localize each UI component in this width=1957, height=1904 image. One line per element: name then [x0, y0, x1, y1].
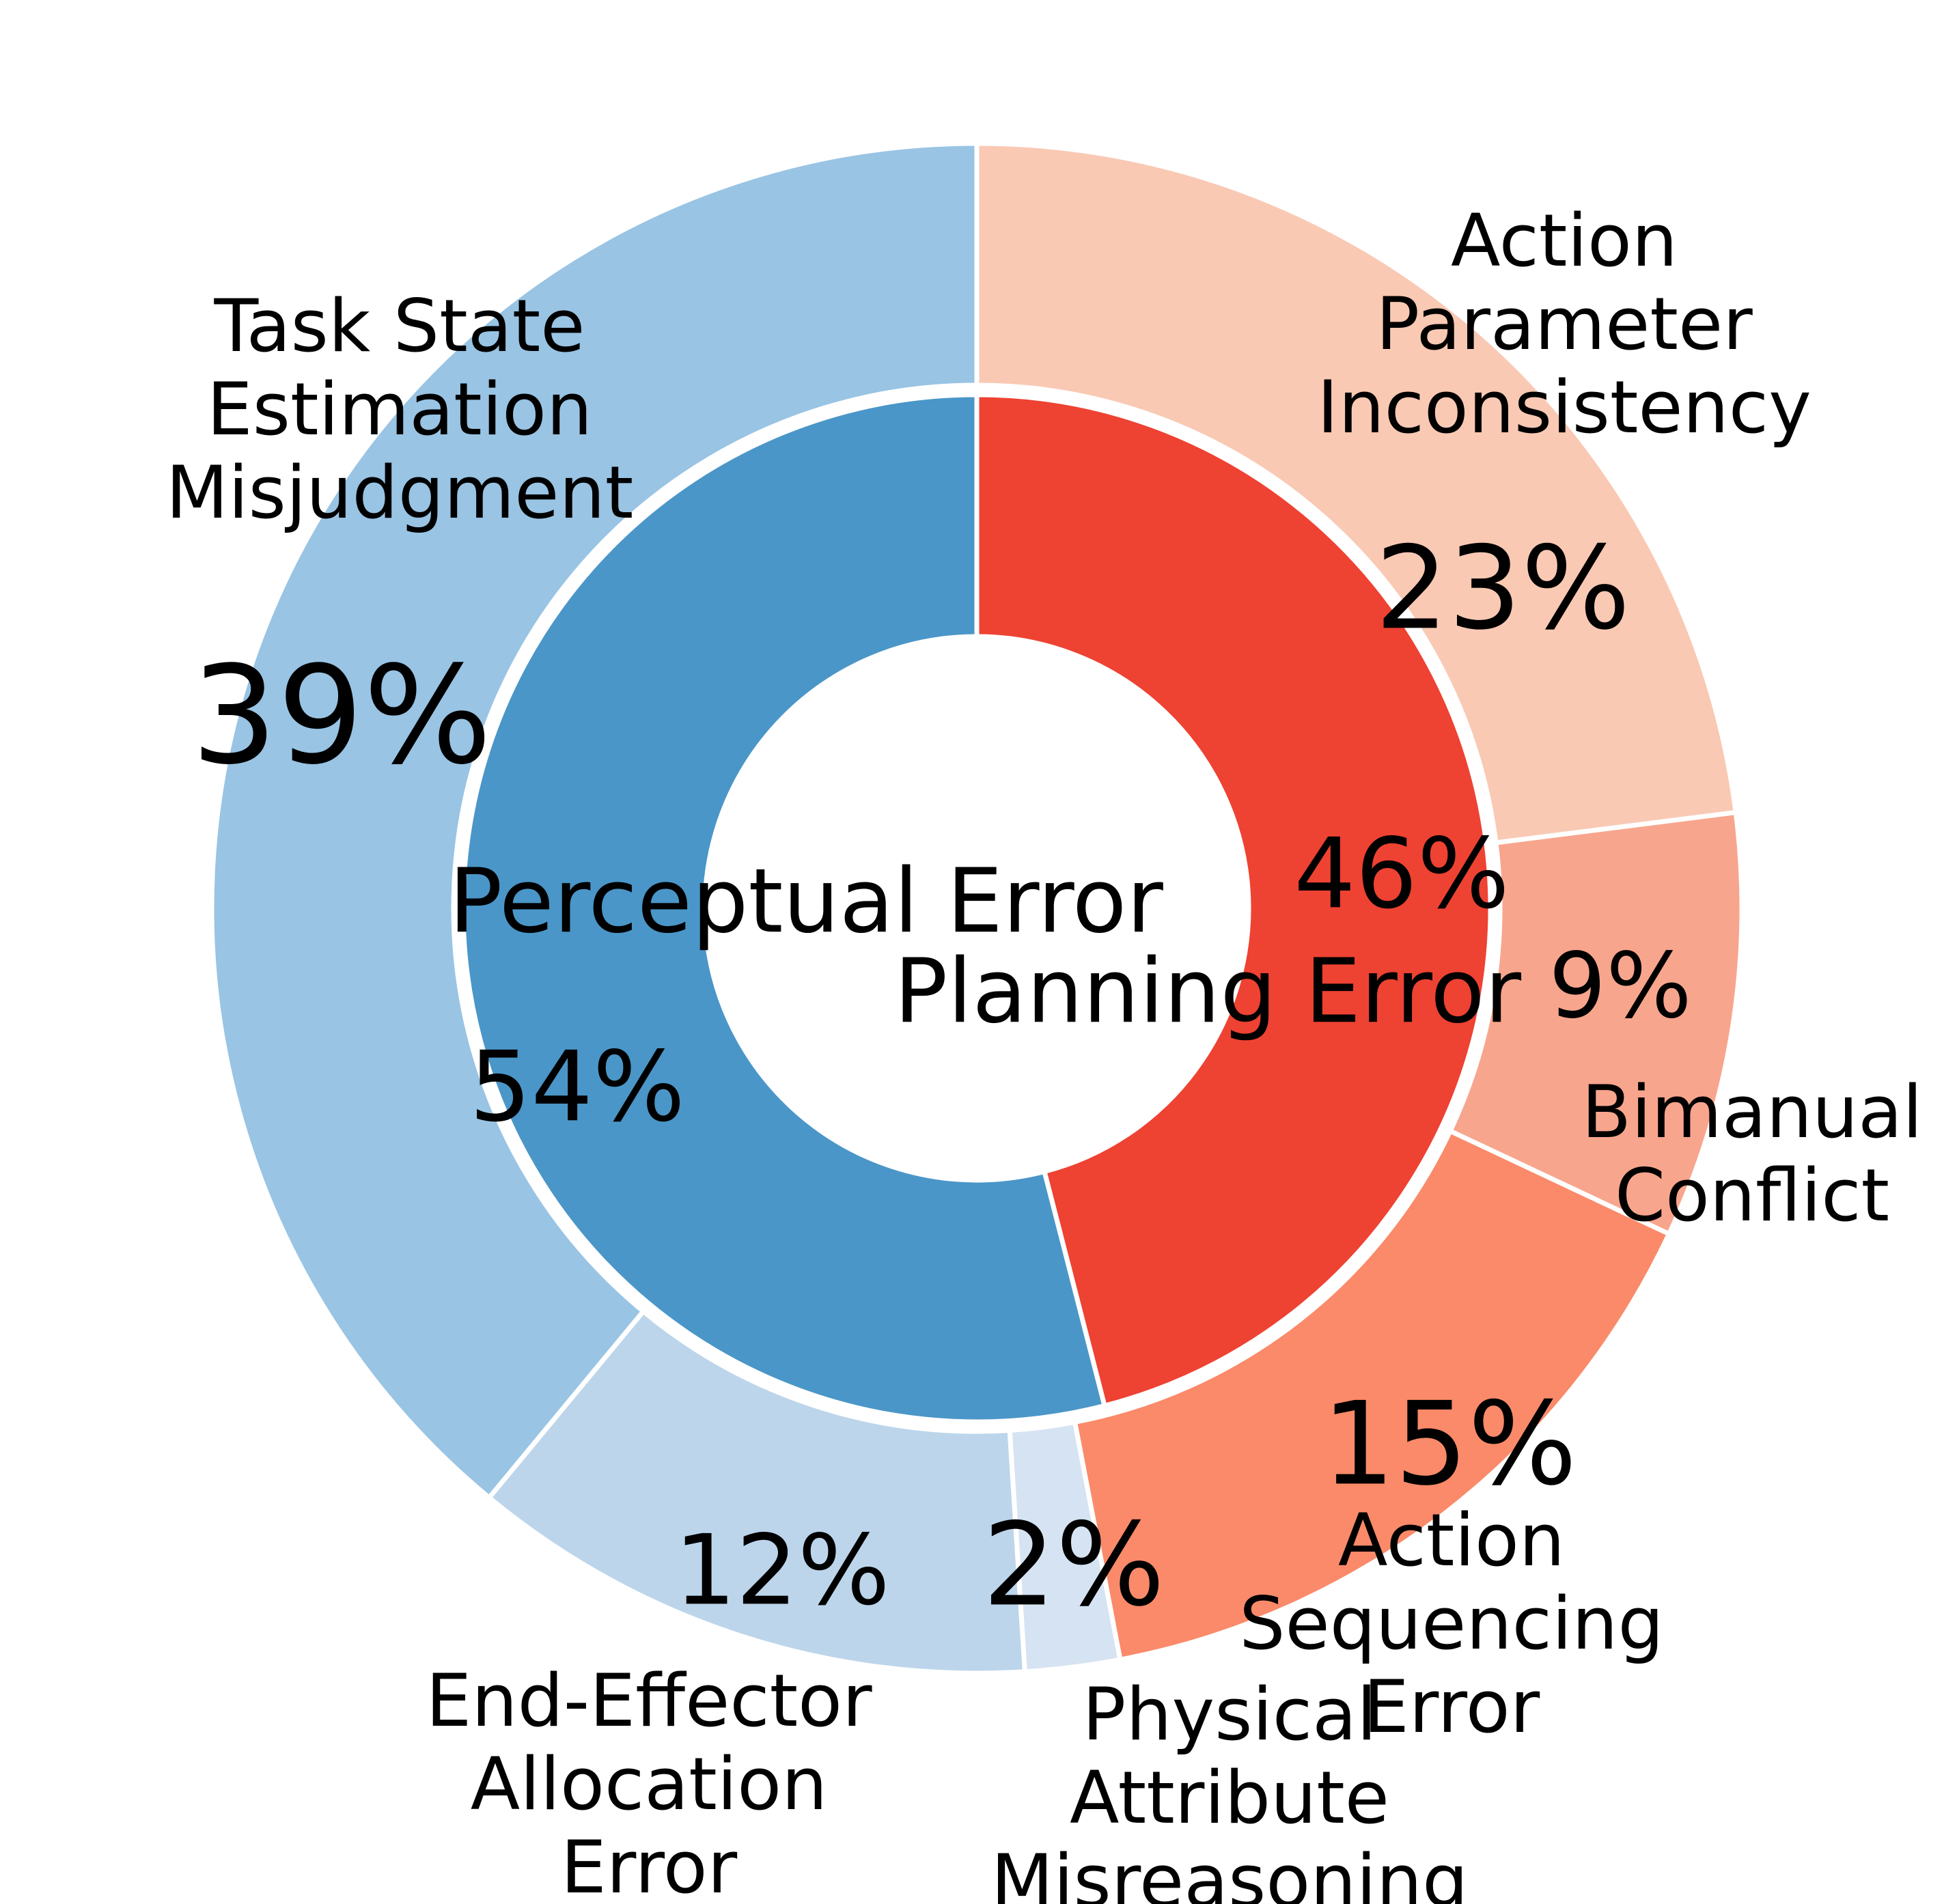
- segment-label-planning-error: Planning Error: [893, 939, 1522, 1044]
- wedge-end-effector-allocation-error: [486, 1308, 1027, 1676]
- pct-label-task-state: 39%: [191, 636, 492, 795]
- pct-label-perceptual: 54%: [469, 1031, 685, 1144]
- wedge-task-state-estimation-misjudgment: [209, 141, 980, 1500]
- wedge-action-parameter-inconsistency: [974, 141, 1738, 845]
- segment-label-action-sequencing-error: Action Sequencing Error: [1239, 1498, 1664, 1749]
- pct-label-planning: 46%: [1294, 817, 1510, 931]
- segment-label-perceptual-error: Perceptual Error: [449, 849, 1163, 953]
- segment-label-physical-attribute-misreasoning: Physical Attribute Misreasoning: [990, 1672, 1469, 1904]
- wedge-perceptual-error: [460, 392, 1107, 1425]
- wedge-planning-error: [974, 392, 1493, 1408]
- segment-label-task-state-estimation-misjudgment: Task State Estimation Misjudgment: [165, 284, 634, 535]
- pct-label-action-parameter: 23%: [1375, 521, 1630, 656]
- pct-label-physical-attribute: 2%: [982, 1498, 1165, 1632]
- segment-label-end-effector-allocation-error: End-Effector Allocation Error: [426, 1659, 872, 1904]
- pct-label-action-sequencing: 15%: [1322, 1377, 1577, 1511]
- segment-label-bimanual-conflict: Bimanual Conflict: [1581, 1070, 1923, 1237]
- pct-label-end-effector: 12%: [674, 1514, 890, 1627]
- segment-label-action-parameter-inconsistency: Action Parameter Inconsistency: [1317, 199, 1812, 449]
- wedge-action-sequencing-error: [1072, 1128, 1671, 1662]
- pct-label-bimanual: 9%: [1549, 934, 1692, 1039]
